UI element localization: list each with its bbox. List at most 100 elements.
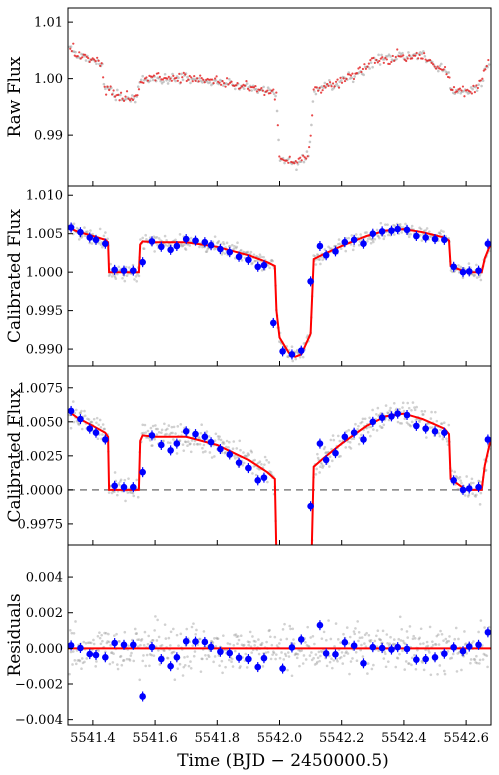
raw-flux-point-red	[111, 93, 114, 96]
data-point	[442, 230, 445, 233]
data-point	[348, 441, 352, 444]
data-point	[257, 461, 260, 465]
raw-flux-point-red	[328, 81, 332, 84]
data-point	[312, 254, 315, 257]
raw-flux-point-red	[421, 57, 424, 60]
data-point	[142, 247, 146, 251]
data-point	[99, 425, 103, 429]
binned-point	[450, 477, 457, 484]
binned-point	[316, 440, 324, 447]
binned-point	[167, 447, 174, 454]
data-point	[147, 634, 150, 638]
data-point	[287, 655, 291, 658]
raw-flux-point-red	[142, 81, 145, 85]
data-point	[375, 429, 379, 432]
raw-flux-point-red	[418, 53, 421, 57]
binned-point	[297, 347, 305, 354]
data-point	[331, 434, 335, 437]
raw-flux-point-red	[179, 81, 182, 84]
binned-point	[217, 245, 224, 253]
data-point	[172, 438, 175, 441]
data-point	[477, 630, 480, 634]
data-point	[404, 660, 408, 663]
data-point	[336, 434, 340, 438]
data-point	[75, 226, 79, 230]
data-point	[248, 630, 252, 634]
binned-point	[465, 485, 473, 492]
data-point	[157, 649, 160, 652]
raw-flux-point	[245, 82, 249, 85]
y-tick-label: 1.0025	[18, 449, 64, 464]
data-point	[102, 427, 106, 431]
data-point	[291, 359, 295, 363]
raw-flux-point-red	[403, 58, 406, 61]
data-point	[207, 435, 211, 438]
raw-flux-point-red	[321, 89, 324, 92]
data-point	[401, 639, 405, 643]
binned-point	[450, 263, 457, 271]
data-point	[160, 428, 164, 432]
data-point	[442, 669, 446, 673]
raw-flux-point	[180, 72, 183, 76]
data-point	[242, 644, 245, 647]
data-point	[98, 636, 102, 640]
data-point	[479, 278, 483, 282]
data-point	[72, 222, 76, 226]
data-point	[205, 657, 209, 661]
data-point	[300, 625, 303, 628]
data-point	[450, 656, 454, 660]
data-point	[369, 640, 372, 643]
data-point	[216, 637, 220, 640]
data-point	[349, 447, 353, 450]
raw-flux-point-red	[479, 79, 482, 82]
binned-point	[441, 650, 448, 658]
data-point	[259, 643, 262, 647]
data-point	[217, 239, 221, 243]
data-point	[410, 420, 414, 424]
raw-flux-point-red	[136, 94, 139, 97]
data-point	[330, 657, 333, 661]
raw-flux-point-red	[258, 88, 262, 91]
data-point	[320, 463, 324, 466]
data-point	[306, 625, 309, 629]
data-point	[383, 234, 386, 238]
data-point	[216, 241, 220, 244]
data-point	[157, 635, 161, 639]
data-point	[151, 424, 155, 428]
data-point	[360, 433, 363, 437]
raw-flux-point-red	[288, 155, 291, 158]
data-point	[418, 420, 421, 424]
binned-point	[378, 228, 386, 235]
data-point	[316, 253, 319, 256]
data-point	[253, 259, 256, 263]
data-point	[211, 641, 215, 644]
data-point	[395, 656, 399, 660]
data-point	[436, 672, 439, 676]
data-point	[231, 447, 235, 451]
data-point	[419, 233, 422, 237]
data-point	[117, 265, 121, 269]
raw-flux-point-red	[85, 55, 88, 58]
data-point	[409, 232, 412, 236]
raw-flux-point	[313, 90, 316, 93]
data-point	[243, 454, 247, 458]
raw-flux-point-red	[391, 54, 394, 58]
data-point	[356, 427, 359, 431]
raw-flux-point	[74, 50, 77, 54]
data-point	[358, 636, 362, 640]
data-point	[148, 439, 152, 442]
data-point	[270, 258, 274, 262]
data-point	[440, 632, 444, 636]
binned-point	[86, 234, 94, 241]
data-point	[154, 424, 157, 427]
data-point	[417, 637, 421, 641]
data-point	[207, 653, 210, 657]
data-point	[483, 626, 486, 629]
data-point	[253, 644, 256, 647]
data-point	[141, 659, 145, 663]
binned-point	[484, 629, 491, 636]
data-point	[331, 459, 334, 463]
data-point	[406, 636, 410, 639]
data-point	[373, 639, 377, 643]
data-point	[473, 273, 477, 277]
